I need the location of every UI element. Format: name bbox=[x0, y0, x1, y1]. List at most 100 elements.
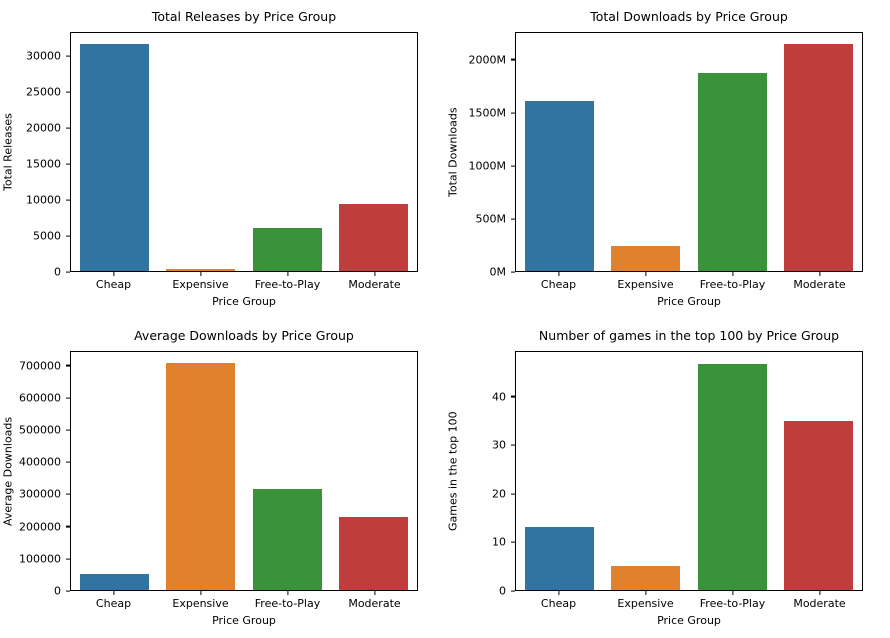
x-tick-label: Cheap bbox=[95, 597, 132, 610]
bar-moderate bbox=[339, 204, 409, 271]
y-tick-label: 40 bbox=[492, 390, 506, 404]
x-tick-mark bbox=[818, 591, 821, 595]
chart-title: Average Downloads by Price Group bbox=[134, 328, 354, 343]
y-tick-mark bbox=[511, 218, 515, 220]
x-tick-label: Moderate bbox=[348, 278, 401, 291]
y-tick-mark bbox=[511, 112, 515, 114]
y-tick-label: 500M bbox=[475, 212, 507, 226]
x-axis-label: Price Group bbox=[657, 295, 721, 308]
x-tick-mark bbox=[557, 591, 560, 595]
y-tick-mark bbox=[66, 558, 70, 560]
y-tick-label: 1500M bbox=[468, 106, 507, 120]
x-axis-label: Price Group bbox=[212, 295, 276, 308]
y-tick-mark bbox=[511, 165, 515, 167]
y-axis-ticks: 0 5000 10000 15000 20000 25000 30000 bbox=[16, 32, 70, 279]
x-axis-label: Price Group bbox=[212, 614, 276, 627]
x-tick-label: Moderate bbox=[793, 278, 846, 291]
y-axis-ticks: 0M 500M 1000M 1500M 2000M bbox=[461, 32, 515, 279]
x-tick-mark bbox=[199, 272, 202, 276]
x-tick-label: Expensive bbox=[172, 278, 229, 291]
x-tick-label: Moderate bbox=[348, 597, 401, 610]
x-axis-label: Price Group bbox=[657, 614, 721, 627]
y-tick-mark bbox=[66, 364, 70, 367]
y-tick-mark bbox=[66, 55, 70, 58]
y-tick-mark bbox=[511, 590, 515, 592]
x-tick-label: Free-to-Play bbox=[699, 278, 766, 291]
y-tick-mark bbox=[66, 590, 70, 592]
y-tick-mark bbox=[66, 163, 70, 165]
y-tick-mark bbox=[66, 199, 70, 201]
x-tick-label: Expensive bbox=[617, 278, 674, 291]
bar-moderate bbox=[784, 421, 854, 590]
x-tick-label: Expensive bbox=[617, 597, 674, 610]
y-tick-label: 200000 bbox=[19, 520, 61, 534]
y-axis-ticks: 0 10 20 30 40 bbox=[461, 351, 515, 598]
x-tick-mark bbox=[731, 591, 734, 595]
y-tick-label: 1000M bbox=[468, 159, 507, 173]
y-tick-mark bbox=[511, 444, 515, 446]
y-tick-label: 20 bbox=[492, 487, 506, 501]
y-axis-label: Total Downloads bbox=[446, 107, 460, 197]
y-tick-mark bbox=[511, 59, 515, 61]
y-tick-label: 20000 bbox=[26, 121, 61, 135]
y-tick-mark bbox=[66, 235, 70, 237]
y-tick-label: 400000 bbox=[19, 455, 61, 469]
chart-total-releases: Total Releases by Price Group Total Rele… bbox=[0, 0, 445, 319]
y-tick-mark bbox=[66, 429, 70, 431]
x-tick-label: Free-to-Play bbox=[254, 597, 321, 610]
x-tick-mark bbox=[373, 272, 376, 276]
bar-cheap bbox=[79, 44, 149, 271]
y-tick-label: 10 bbox=[492, 535, 506, 549]
y-tick-label: 0 bbox=[54, 584, 61, 598]
bar-cheap bbox=[79, 574, 149, 590]
y-tick-label: 0 bbox=[499, 584, 506, 598]
bar-expensive bbox=[611, 565, 681, 590]
y-tick-label: 500000 bbox=[19, 423, 61, 437]
y-axis-label: Average Downloads bbox=[1, 416, 15, 526]
y-tick-label: 300000 bbox=[19, 487, 61, 501]
x-tick-mark bbox=[373, 591, 376, 595]
x-tick-mark bbox=[286, 591, 289, 595]
y-tick-label: 100000 bbox=[19, 552, 61, 566]
y-tick-mark bbox=[66, 525, 70, 528]
y-tick-mark bbox=[66, 91, 70, 93]
bar-cheap bbox=[524, 527, 594, 590]
plot-area bbox=[70, 32, 418, 272]
y-axis-label: Games in the top 100 bbox=[446, 411, 460, 531]
x-tick-mark bbox=[731, 272, 734, 276]
bar-free-to-play bbox=[252, 489, 322, 590]
y-tick-mark bbox=[66, 397, 70, 399]
y-tick-mark bbox=[511, 271, 515, 273]
y-tick-mark bbox=[511, 541, 515, 544]
y-tick-mark bbox=[511, 396, 515, 398]
y-tick-label: 30 bbox=[492, 438, 506, 452]
x-tick-mark bbox=[644, 591, 647, 595]
y-tick-mark bbox=[66, 271, 70, 273]
y-tick-label: 2000M bbox=[468, 53, 507, 67]
y-tick-label: 15000 bbox=[26, 157, 61, 171]
y-tick-label: 5000 bbox=[33, 229, 61, 243]
y-tick-mark bbox=[511, 493, 515, 495]
bar-expensive bbox=[166, 268, 236, 271]
x-tick-mark bbox=[557, 272, 560, 276]
bar-moderate bbox=[339, 517, 409, 590]
chart-average-downloads: Average Downloads by Price Group Average… bbox=[0, 319, 445, 638]
x-tick-mark bbox=[199, 591, 202, 595]
y-tick-mark bbox=[66, 461, 70, 463]
bar-cheap bbox=[524, 101, 594, 271]
y-tick-label: 600000 bbox=[19, 391, 61, 405]
y-axis-label: Total Releases bbox=[1, 113, 15, 191]
bar-expensive bbox=[166, 363, 236, 590]
chart-title: Total Releases by Price Group bbox=[151, 9, 337, 24]
plot-area bbox=[70, 351, 418, 591]
x-tick-mark bbox=[112, 591, 115, 595]
y-axis-ticks: 0 100000 200000 300000 400000 500000 600000 700… bbox=[16, 351, 70, 598]
x-axis-ticks: Cheap Expensive Free-to-Play Moderate bbox=[70, 272, 418, 293]
y-tick-label: 0M bbox=[489, 265, 507, 279]
x-tick-label: Cheap bbox=[95, 278, 132, 291]
x-tick-label: Cheap bbox=[540, 278, 577, 291]
x-tick-label: Cheap bbox=[540, 597, 577, 610]
x-tick-mark bbox=[818, 272, 821, 276]
x-tick-mark bbox=[286, 272, 289, 276]
y-tick-label: 30000 bbox=[26, 49, 61, 63]
